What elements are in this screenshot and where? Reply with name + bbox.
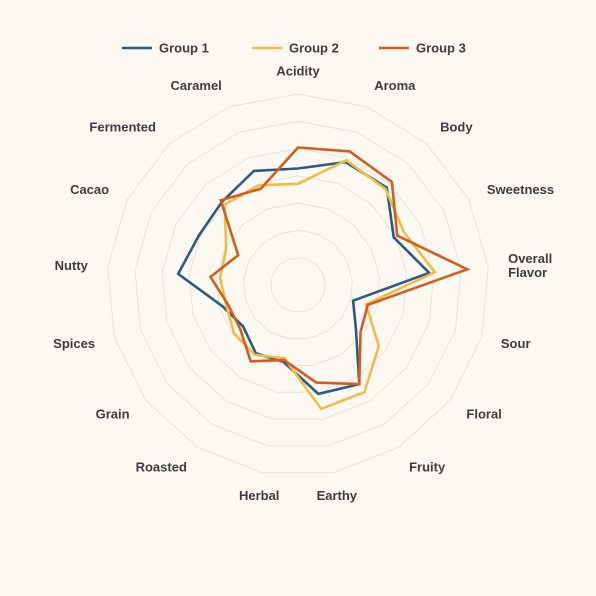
legend-label: Group 2: [289, 41, 339, 56]
axis-label-cacao: Cacao: [70, 182, 109, 197]
axis-label-caramel: Caramel: [170, 78, 221, 93]
axis-label-floral: Floral: [466, 407, 501, 422]
grid-ring-3: [215, 202, 381, 366]
grid-ring-5: [161, 148, 435, 420]
grid-ring-1: [270, 257, 326, 313]
axis-label-herbal: Herbal: [239, 488, 279, 503]
grid-ring-6: [134, 120, 462, 447]
axis-label-spices: Spices: [53, 336, 95, 351]
axis-label-sweetness: Sweetness: [487, 182, 554, 197]
legend-item-group-2: Group 2: [252, 41, 339, 56]
axis-label-roasted: Roasted: [136, 459, 187, 474]
series-group-3-line: [208, 146, 471, 386]
axis-label-sour: Sour: [501, 336, 531, 351]
series-group-2-line: [218, 158, 437, 411]
axis-label-grain: Grain: [96, 407, 130, 422]
axis-labels: Acidity Aroma Body Sweetness Overall Flavor So…: [53, 64, 554, 503]
axis-label-earthy: Earthy: [317, 488, 358, 503]
axis-label-overall-flavor: Overall Flavor: [508, 251, 552, 280]
legend-label: Group 1: [159, 41, 209, 56]
legend-label: Group 3: [416, 41, 466, 56]
grid-ring-7: [107, 93, 489, 474]
legend: Group 1 Group 2 Group 3: [122, 41, 466, 56]
grid-ring-2: [243, 229, 353, 340]
axis-label-acidity: Acidity: [276, 64, 320, 79]
axis-label-fermented: Fermented: [89, 119, 156, 134]
axis-label-nutty: Nutty: [55, 258, 89, 273]
series-group-1-line: [176, 160, 432, 396]
axis-label-body: Body: [440, 119, 473, 134]
axis-label-fruity: Fruity: [409, 459, 446, 474]
series-layer: [176, 146, 471, 411]
axis-label-aroma: Aroma: [374, 78, 416, 93]
legend-item-group-3: Group 3: [379, 41, 466, 56]
legend-item-group-1: Group 1: [122, 41, 209, 56]
